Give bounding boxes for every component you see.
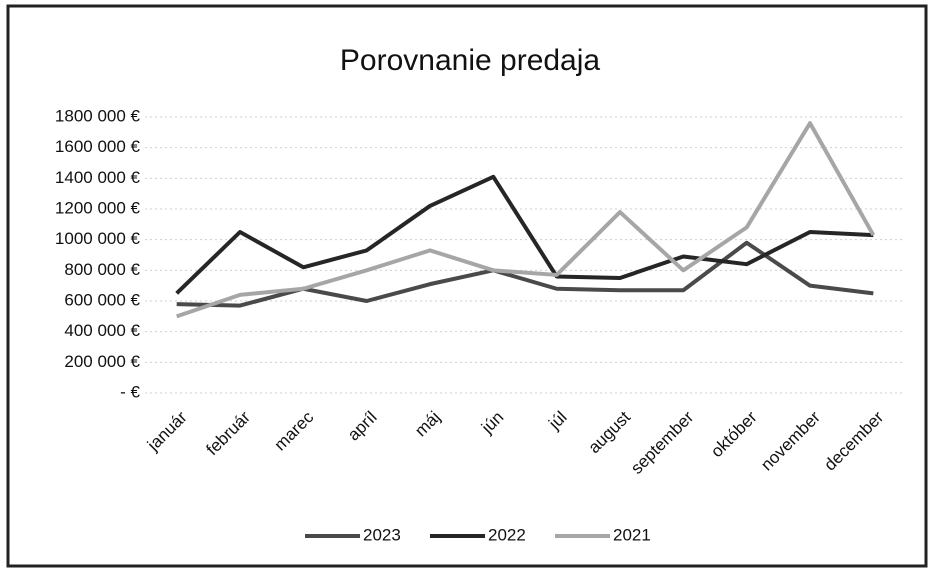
y-tick-label: 1800 000 €: [55, 106, 141, 125]
series-line: [175, 174, 874, 295]
y-tick-label: - €: [120, 382, 140, 401]
y-tick-label: 200 000 €: [64, 352, 140, 371]
y-tick-label: 1600 000 €: [55, 137, 141, 156]
chart-title: Porovnanie predaja: [340, 44, 601, 77]
series-line: [176, 121, 876, 319]
legend-label: 2022: [488, 525, 526, 544]
y-tick-label: 1000 000 €: [55, 229, 141, 248]
y-tick-label: 1200 000 €: [55, 198, 141, 217]
y-tick-label: 600 000 €: [64, 290, 140, 309]
y-tick-label: 1400 000 €: [55, 168, 141, 187]
legend-label: 2021: [613, 525, 651, 544]
chart-frame: [6, 4, 928, 568]
y-tick-label: 800 000 €: [64, 260, 140, 279]
y-tick-label: 400 000 €: [64, 321, 140, 340]
legend-label: 2023: [363, 525, 401, 544]
